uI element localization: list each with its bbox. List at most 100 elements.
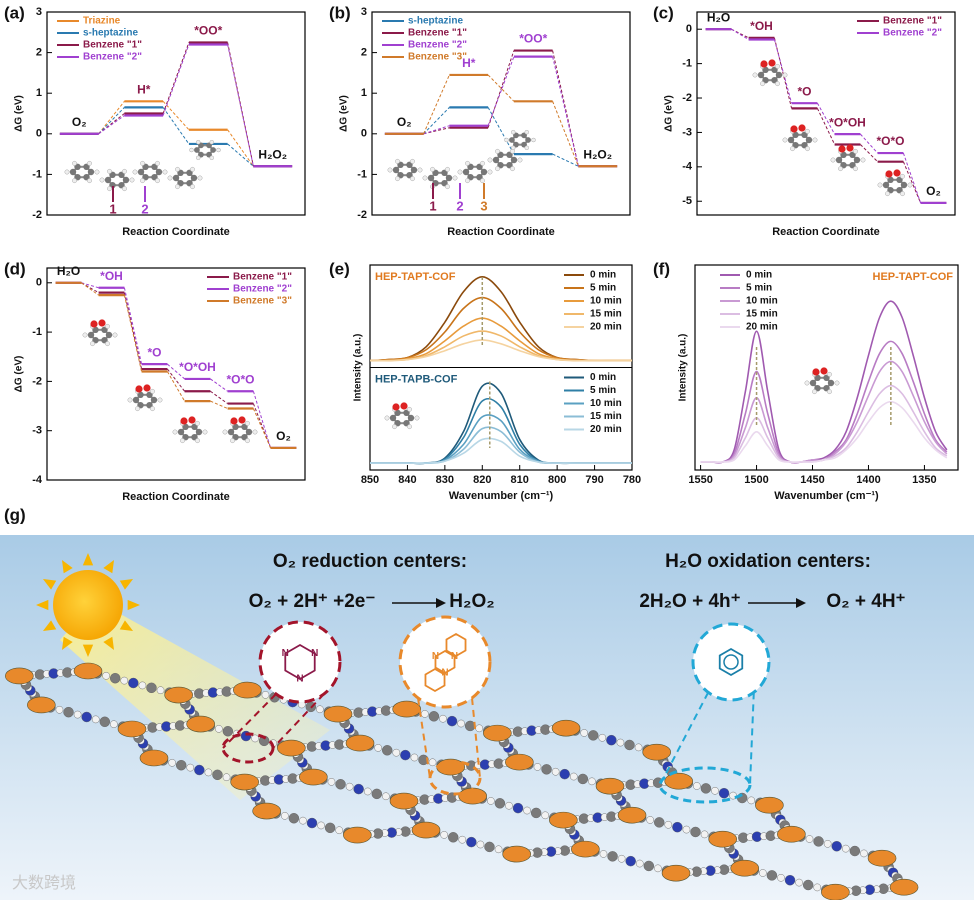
- y-tick-label: -4: [32, 474, 43, 486]
- sun-ray: [42, 579, 57, 590]
- atom: [105, 331, 113, 339]
- spectrum-line: [700, 340, 948, 464]
- legend-label: Benzene "3": [408, 52, 467, 63]
- y-tick-label: -2: [32, 375, 42, 387]
- connector: [210, 378, 228, 392]
- connector: [552, 101, 579, 167]
- atom-h: [395, 176, 400, 182]
- atom-h: [395, 158, 400, 164]
- cof-atom: [682, 825, 691, 834]
- atom: [410, 166, 418, 174]
- atom: [389, 414, 397, 422]
- cof-atom: [204, 768, 213, 777]
- connector: [860, 133, 878, 154]
- atom: [775, 71, 783, 79]
- arrow-head: [796, 598, 806, 608]
- y-axis-label: ΔG (eV): [14, 356, 25, 393]
- y-tick-label: -1: [682, 58, 692, 70]
- subpanel-title: HEP-TAPT-COF: [375, 271, 456, 283]
- atom: [809, 379, 817, 387]
- cof-node: [551, 719, 581, 737]
- connector: [487, 74, 515, 102]
- sun-ray: [103, 636, 114, 651]
- connector: [731, 28, 749, 39]
- atom-h: [122, 186, 127, 192]
- atom-h: [195, 438, 200, 444]
- atom: [392, 166, 400, 174]
- x-tick-label: 830: [436, 474, 454, 486]
- legend-label: Benzene "2": [408, 40, 467, 51]
- atom-o: [838, 145, 846, 153]
- oxidation-title: H₂O oxidation centers:: [665, 551, 871, 572]
- cof-atom: [700, 783, 712, 794]
- cof-node: [483, 724, 512, 742]
- cof-atom: [120, 676, 129, 685]
- atom-h: [495, 166, 500, 172]
- cof-atom: [805, 835, 814, 843]
- cof-atom: [523, 806, 531, 815]
- legend-label: 0 min: [590, 270, 616, 281]
- atom-h: [407, 406, 412, 412]
- atom-h: [155, 178, 160, 184]
- cof-atom: [823, 840, 832, 848]
- atom-h: [99, 177, 105, 183]
- connector: [166, 371, 186, 402]
- cof-node: [549, 811, 578, 829]
- connector: [162, 42, 190, 114]
- cof-atom: [831, 841, 842, 852]
- atom: [69, 168, 77, 176]
- cof-atom: [476, 840, 485, 849]
- legend-label: Benzene "1": [408, 28, 467, 39]
- connector: [423, 127, 450, 135]
- atom-label: N: [296, 674, 303, 685]
- panel-label: (c): [653, 3, 674, 22]
- connector: [210, 390, 228, 404]
- cof-atom: [533, 763, 542, 771]
- cof-node: [233, 681, 262, 699]
- atom-h: [760, 81, 765, 87]
- connector: [552, 56, 579, 167]
- panel-label: (a): [4, 3, 25, 22]
- atom-h: [384, 415, 390, 421]
- cof-atom: [654, 864, 662, 873]
- cof-atom: [475, 724, 484, 733]
- atom-o: [885, 170, 893, 178]
- connector: [423, 125, 450, 135]
- annotation: 3: [480, 198, 487, 213]
- ring: [445, 632, 467, 658]
- legend-label: Benzene "1": [83, 40, 142, 51]
- cof-node: [571, 840, 600, 858]
- atom-h: [805, 128, 810, 134]
- y-axis-label: Intensity (a.u.): [353, 334, 364, 402]
- y-tick-label: -1: [357, 168, 367, 180]
- cof-node: [186, 715, 215, 733]
- cof-atom: [718, 787, 730, 799]
- cof-atom: [598, 733, 607, 742]
- atom-h: [900, 173, 905, 179]
- cof-atom: [559, 768, 570, 780]
- atom-h: [775, 63, 780, 69]
- atom-o: [143, 384, 151, 392]
- cof-atom: [186, 763, 195, 772]
- y-tick-label: 1: [361, 87, 367, 99]
- x-axis-label: Wavenumber (cm⁻¹): [774, 490, 879, 502]
- y-axis-label: Intensity (a.u.): [678, 334, 689, 402]
- atom-h: [782, 137, 788, 143]
- atom-h: [180, 438, 185, 444]
- cof-node: [661, 864, 691, 882]
- zoom-target: [658, 766, 752, 804]
- y-tick-label: 2: [361, 47, 367, 59]
- cof-atom: [795, 878, 803, 887]
- cof-atom: [448, 832, 459, 843]
- cof-atom: [607, 851, 618, 862]
- atom-h: [804, 380, 810, 386]
- cof-atom: [317, 821, 325, 830]
- x-tick-label: 850: [361, 474, 379, 486]
- atom-h: [838, 166, 843, 172]
- atom-o: [893, 169, 901, 177]
- sun-ray: [36, 599, 49, 611]
- cof-node: [323, 705, 353, 723]
- y-axis-label: ΔG (eV): [14, 95, 25, 132]
- atom-h: [172, 429, 178, 435]
- atom-h: [107, 168, 112, 174]
